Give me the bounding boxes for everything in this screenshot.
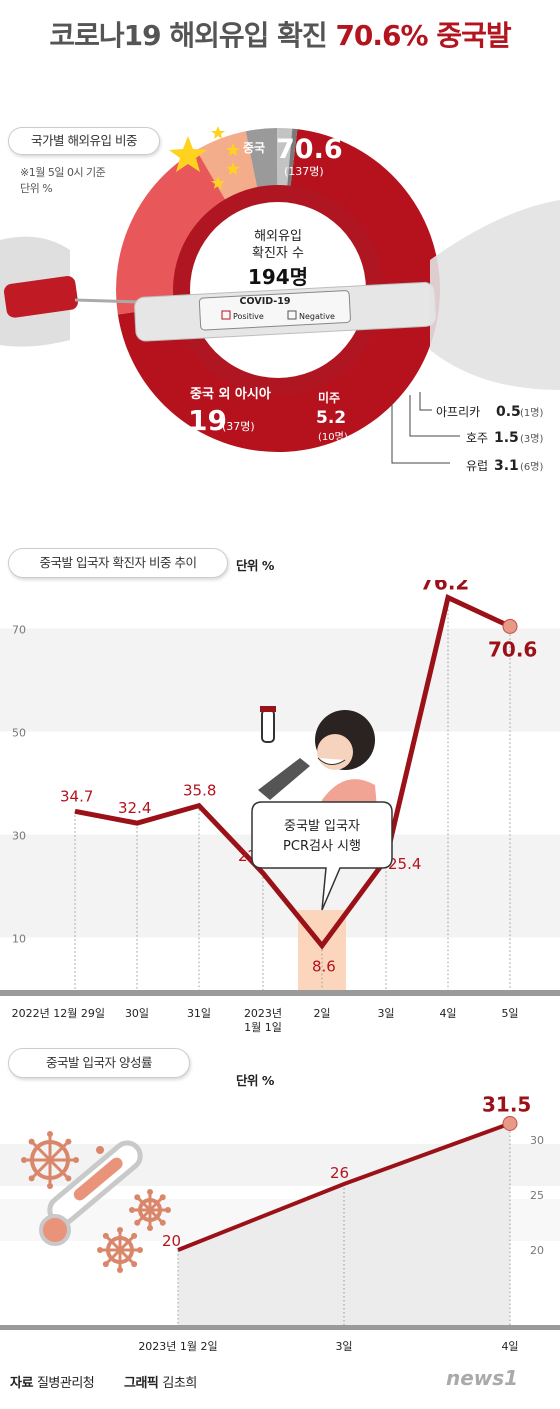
value-label: 70.6 xyxy=(488,637,537,661)
source-label: 자료 xyxy=(10,1376,33,1391)
china-flag-icon xyxy=(169,126,240,189)
donut-unit: 단위 % xyxy=(20,182,53,195)
y-tick-label: 25 xyxy=(530,1189,544,1202)
value-label: 26 xyxy=(330,1164,349,1182)
value-label: 25.4 xyxy=(388,855,421,873)
area-chart: 20 25 30 20 26 31.5 2023년 1월 2일 3일 4일 xyxy=(0,1093,560,1353)
y-tick-label: 50 xyxy=(12,727,26,740)
graphic-name: 김초희 xyxy=(162,1376,197,1391)
graphic-label: 그래픽 xyxy=(124,1376,159,1391)
positive-checkbox-icon xyxy=(221,310,231,320)
line-chart-unit: 단위 % xyxy=(236,558,274,573)
label-europe-value: 3.1 xyxy=(494,458,519,474)
source-name: 질병관리청 xyxy=(36,1376,95,1391)
end-point xyxy=(502,618,518,634)
label-china-count: (137명) xyxy=(284,165,324,178)
value-label: 32.4 xyxy=(118,799,151,817)
value-label: 31.5 xyxy=(482,1093,531,1117)
news1-logo: news1 xyxy=(446,1366,519,1390)
value-label: 8.6 xyxy=(312,958,336,976)
line-chart-label-pill: 중국발 입국자 확진자 비중 추이 xyxy=(8,548,228,578)
x-tick-label: 3일 xyxy=(377,1006,394,1020)
label-oceania-count: (3명) xyxy=(520,433,543,445)
page-title: 코로나19 해외유입 확진 70.6% 중국발 xyxy=(0,14,560,54)
source-credit: 자료 질병관리청 xyxy=(10,1372,95,1391)
x-axis-bar xyxy=(0,1325,560,1330)
center-total: 194명 xyxy=(248,265,308,289)
negative-checkbox-icon xyxy=(287,310,297,320)
callout-line-1: 중국발 입국자 xyxy=(284,819,360,834)
x-tick-label: 2023년 1월 2일 xyxy=(138,1339,217,1353)
grid-band xyxy=(0,628,560,732)
line-chart: 1030507034.732.435.822.78.625.476.270.62… xyxy=(0,580,560,1034)
label-oceania-value: 1.5 xyxy=(494,430,519,446)
y-tick-label: 70 xyxy=(12,624,26,637)
donut-label-pill: 국가별 해외유입 비중 xyxy=(8,127,160,155)
test-negative: Negative xyxy=(299,312,335,321)
title-highlight: 70.6% 중국발 xyxy=(335,19,511,52)
x-tick-label: 4일 xyxy=(439,1006,456,1020)
label-america-count: (10명) xyxy=(318,431,348,443)
virus-icon xyxy=(97,1227,143,1273)
value-label: 35.8 xyxy=(183,782,216,800)
series-line xyxy=(74,594,512,950)
virus-thermometer-icon xyxy=(21,1131,171,1273)
y-tick-label: 10 xyxy=(12,933,26,946)
title-prefix: 코로나19 해외유입 확진 xyxy=(49,19,327,52)
label-oceania-name: 호주 xyxy=(466,431,488,445)
test-positive: Positive xyxy=(233,312,264,321)
series-line xyxy=(177,1121,511,1252)
center-label-2: 확진자 수 xyxy=(252,246,304,261)
value-label: 34.7 xyxy=(60,787,93,805)
graphic-credit: 그래픽 김초희 xyxy=(124,1372,197,1391)
label-europe-name: 유럽 xyxy=(466,459,488,473)
label-china-value: 70.6 xyxy=(276,134,343,165)
label-america-value: 5.2 xyxy=(316,408,346,428)
area-chart-unit: 단위 % xyxy=(236,1073,274,1088)
label-asia-value: 19 xyxy=(188,404,227,437)
x-tick-label: 4일 xyxy=(501,1339,518,1353)
label-asia-name: 중국 외 아시아 xyxy=(190,386,271,402)
value-label: 20 xyxy=(162,1232,181,1250)
y-tick-label: 20 xyxy=(530,1244,544,1257)
y-tick-label: 30 xyxy=(530,1134,544,1147)
x-tick-label: 31일 xyxy=(187,1006,211,1020)
x-tick-label: 3일 xyxy=(335,1339,352,1353)
label-asia-count: (37명) xyxy=(222,420,255,433)
label-america-name: 미주 xyxy=(318,390,340,405)
label-europe-count: (6명) xyxy=(520,461,543,473)
callout-line-2: PCR검사 시행 xyxy=(283,838,361,854)
virus-icon xyxy=(129,1189,171,1231)
virus-icon xyxy=(21,1131,79,1189)
x-tick-sub-label: 1월 1일 xyxy=(244,1020,282,1034)
area-chart-label-pill: 중국발 입국자 양성률 xyxy=(8,1048,190,1078)
label-africa-count: (1명) xyxy=(520,407,543,419)
callout-bubble: 중국발 입국자 PCR검사 시행 xyxy=(251,801,393,911)
end-point xyxy=(502,1116,518,1131)
y-tick-label: 30 xyxy=(12,830,26,843)
x-axis-bar xyxy=(0,990,560,996)
x-tick-label: 30일 xyxy=(125,1006,149,1020)
donut-note: ※1월 5일 0시 기준 xyxy=(20,166,106,179)
x-tick-label: 2일 xyxy=(313,1006,330,1020)
donut-chart: COVID-19 Positive Negative 해외유입 확진자 수 19… xyxy=(0,126,560,474)
label-china-name: 중국 xyxy=(243,141,265,155)
label-africa-name: 아프리카 xyxy=(436,405,480,419)
covid-test-icon xyxy=(0,200,560,390)
leader-lines xyxy=(391,392,460,464)
x-tick-label: 2023년 xyxy=(244,1007,282,1020)
test-brand: COVID-19 xyxy=(240,296,291,307)
x-tick-label: 2022년 12월 29일 xyxy=(12,1006,105,1020)
label-africa-value: 0.5 xyxy=(496,404,521,420)
x-tick-label: 5일 xyxy=(501,1006,518,1020)
value-label: 76.2 xyxy=(420,580,469,595)
center-label-1: 해외유입 xyxy=(254,229,302,244)
